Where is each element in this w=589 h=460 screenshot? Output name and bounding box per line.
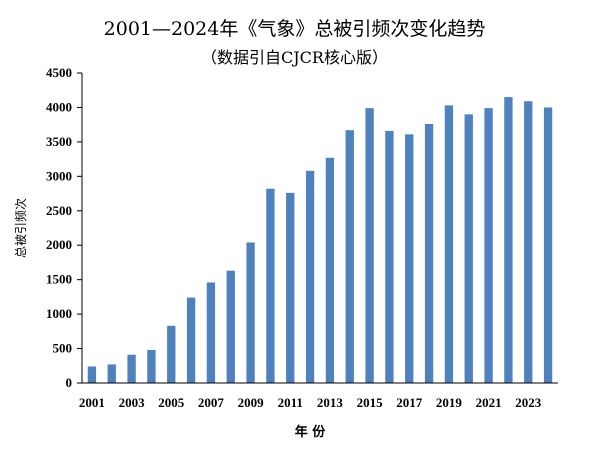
bar-2010 <box>266 188 275 383</box>
x-tick-label: 2017 <box>396 395 423 410</box>
chart-subtitle: （数据引自CJCR核心版） <box>201 48 388 67</box>
x-tick-label: 2005 <box>158 395 185 410</box>
bar-2014 <box>345 130 354 383</box>
x-axis-ticks: 2001 2003 2005 2007 2009 2011 2013 2015 2017 2019… <box>79 395 542 410</box>
bar-series <box>87 97 553 384</box>
x-tick-label: 2019 <box>436 395 463 410</box>
bar-2007 <box>206 282 216 383</box>
bar-2011 <box>286 192 295 383</box>
x-tick-label: 2003 <box>119 395 146 410</box>
bar-2020 <box>464 114 473 383</box>
y-tick-label: 4500 <box>46 65 72 80</box>
x-tick-label: 2001 <box>79 395 105 410</box>
x-axis-title: 年 份 <box>295 424 327 440</box>
bar-2018 <box>424 123 434 383</box>
bar-2005 <box>167 325 176 383</box>
bar-2009 <box>246 242 255 383</box>
bar-2013 <box>325 157 335 383</box>
x-tick-label: 2013 <box>317 395 344 410</box>
y-axis-title: 总被引频次 <box>14 198 28 258</box>
bar-2024 <box>543 107 553 383</box>
bar-2015 <box>365 108 374 383</box>
bar-2008 <box>226 270 235 383</box>
y-tick-label: 1000 <box>46 306 72 321</box>
x-tick-label: 2007 <box>198 395 225 410</box>
bar-2022 <box>504 97 513 384</box>
y-tick-label: 1500 <box>46 272 72 287</box>
bar-2016 <box>385 130 394 383</box>
y-tick-label: 500 <box>53 341 73 356</box>
bar-2023 <box>524 101 533 384</box>
y-tick-label: 2000 <box>46 237 72 252</box>
bar-2017 <box>405 134 414 383</box>
x-tick-label: 2011 <box>278 395 303 410</box>
bar-2006 <box>186 297 196 383</box>
x-tick-label: 2021 <box>476 395 502 410</box>
bar-2001 <box>87 366 97 383</box>
bar-2004 <box>147 349 156 383</box>
x-tick-label: 2015 <box>357 395 384 410</box>
x-tick-label: 2023 <box>515 395 542 410</box>
y-tick-label: 0 <box>66 375 73 390</box>
y-axis-ticks: 0 500 1000 1500 2000 2500 3000 3500 4000 4500 <box>46 65 82 390</box>
bar-2003 <box>127 354 136 383</box>
bar-2021 <box>484 108 493 383</box>
x-tick-label: 2009 <box>238 395 265 410</box>
y-tick-label: 4000 <box>46 99 72 114</box>
bar-2002 <box>107 364 116 383</box>
bar-2012 <box>305 170 315 383</box>
y-tick-label: 3000 <box>46 168 72 183</box>
y-tick-label: 2500 <box>46 203 72 218</box>
bar-2019 <box>444 105 454 383</box>
chart-title: 2001—2024年《气象》总被引频次变化趋势 <box>103 18 486 40</box>
y-tick-label: 3500 <box>46 134 72 149</box>
